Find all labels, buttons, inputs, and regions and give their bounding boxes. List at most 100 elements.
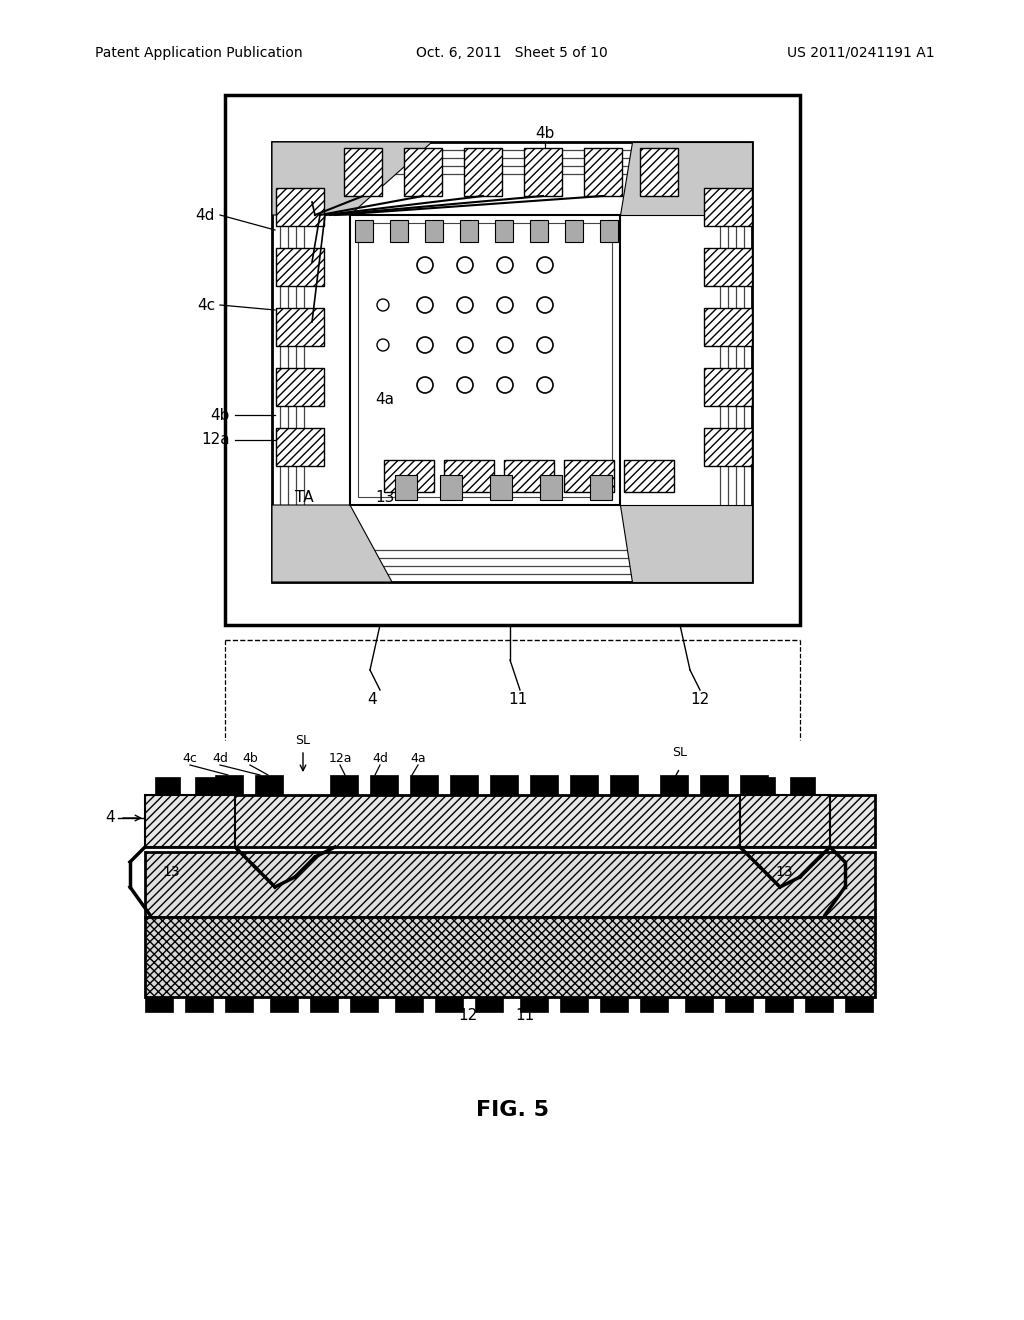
Polygon shape bbox=[272, 143, 432, 215]
Bar bbox=[490, 475, 512, 500]
Bar bbox=[296, 166, 728, 558]
Text: 12: 12 bbox=[690, 693, 710, 708]
Circle shape bbox=[457, 297, 473, 313]
Bar bbox=[530, 775, 558, 795]
Bar bbox=[520, 997, 548, 1012]
Bar bbox=[215, 775, 243, 795]
Bar bbox=[590, 475, 612, 500]
Bar bbox=[600, 220, 618, 242]
Bar bbox=[225, 95, 800, 624]
Polygon shape bbox=[620, 143, 752, 215]
Bar bbox=[395, 997, 423, 1012]
Bar bbox=[384, 459, 434, 492]
Bar bbox=[145, 917, 874, 997]
Bar bbox=[330, 775, 358, 795]
Bar bbox=[355, 220, 373, 242]
Bar bbox=[145, 997, 173, 1012]
Bar bbox=[350, 997, 378, 1012]
Bar bbox=[304, 174, 720, 550]
Text: Patent Application Publication: Patent Application Publication bbox=[95, 46, 303, 59]
Bar bbox=[464, 148, 502, 195]
Circle shape bbox=[537, 257, 553, 273]
Text: 12: 12 bbox=[459, 1007, 477, 1023]
Bar bbox=[185, 997, 213, 1012]
Text: 4d: 4d bbox=[196, 207, 215, 223]
Circle shape bbox=[417, 337, 433, 352]
Text: 4b: 4b bbox=[242, 751, 258, 764]
Text: 13: 13 bbox=[376, 491, 394, 506]
Text: 12a: 12a bbox=[202, 433, 230, 447]
Text: 12a: 12a bbox=[329, 751, 352, 764]
Text: 4b: 4b bbox=[211, 408, 230, 422]
Bar bbox=[195, 777, 220, 795]
Bar bbox=[310, 997, 338, 1012]
Text: TA: TA bbox=[295, 491, 313, 506]
Bar bbox=[584, 148, 622, 195]
Bar bbox=[276, 248, 324, 286]
Text: 13: 13 bbox=[162, 865, 179, 879]
Text: 4a: 4a bbox=[376, 392, 394, 408]
Bar bbox=[705, 187, 752, 226]
Text: 11: 11 bbox=[508, 693, 527, 708]
Bar bbox=[404, 148, 442, 195]
Bar bbox=[565, 220, 583, 242]
Bar bbox=[640, 148, 678, 195]
Circle shape bbox=[497, 257, 513, 273]
Bar bbox=[600, 997, 628, 1012]
Bar bbox=[740, 775, 768, 795]
Text: 4b: 4b bbox=[536, 125, 555, 140]
Bar bbox=[370, 775, 398, 795]
Text: US 2011/0241191 A1: US 2011/0241191 A1 bbox=[787, 46, 935, 59]
Bar bbox=[390, 220, 408, 242]
Circle shape bbox=[417, 257, 433, 273]
Bar bbox=[350, 215, 620, 506]
Bar bbox=[358, 223, 612, 498]
Bar bbox=[145, 795, 874, 847]
Bar bbox=[425, 220, 443, 242]
Circle shape bbox=[497, 297, 513, 313]
Bar bbox=[740, 795, 830, 847]
Bar bbox=[395, 475, 417, 500]
Bar bbox=[344, 148, 382, 195]
Circle shape bbox=[417, 297, 433, 313]
Bar bbox=[530, 220, 548, 242]
Circle shape bbox=[457, 337, 473, 352]
Circle shape bbox=[417, 378, 433, 393]
Bar bbox=[444, 459, 494, 492]
Bar bbox=[685, 997, 713, 1012]
Bar bbox=[410, 775, 438, 795]
Text: 4: 4 bbox=[105, 810, 115, 825]
Circle shape bbox=[497, 378, 513, 393]
Bar bbox=[276, 308, 324, 346]
Polygon shape bbox=[620, 506, 752, 582]
Bar bbox=[570, 775, 598, 795]
Bar bbox=[145, 795, 234, 847]
Bar bbox=[660, 775, 688, 795]
Circle shape bbox=[497, 337, 513, 352]
Bar bbox=[560, 997, 588, 1012]
Text: 4d: 4d bbox=[372, 751, 388, 764]
Bar bbox=[624, 459, 674, 492]
Bar bbox=[272, 143, 752, 582]
Bar bbox=[790, 777, 815, 795]
Text: 4: 4 bbox=[368, 693, 377, 708]
Bar bbox=[725, 997, 753, 1012]
Text: 4c: 4c bbox=[197, 297, 215, 313]
Bar bbox=[705, 308, 752, 346]
Circle shape bbox=[377, 339, 389, 351]
Circle shape bbox=[457, 257, 473, 273]
Bar bbox=[705, 248, 752, 286]
Polygon shape bbox=[272, 506, 392, 582]
Bar bbox=[640, 997, 668, 1012]
Text: 13: 13 bbox=[775, 865, 793, 879]
Bar bbox=[280, 150, 744, 574]
Bar bbox=[700, 775, 728, 795]
Bar bbox=[845, 997, 873, 1012]
Bar bbox=[495, 220, 513, 242]
Circle shape bbox=[377, 300, 389, 312]
Bar bbox=[276, 187, 324, 226]
Bar bbox=[255, 775, 283, 795]
Bar bbox=[705, 368, 752, 407]
Bar bbox=[490, 775, 518, 795]
Text: 4a: 4a bbox=[411, 751, 426, 764]
